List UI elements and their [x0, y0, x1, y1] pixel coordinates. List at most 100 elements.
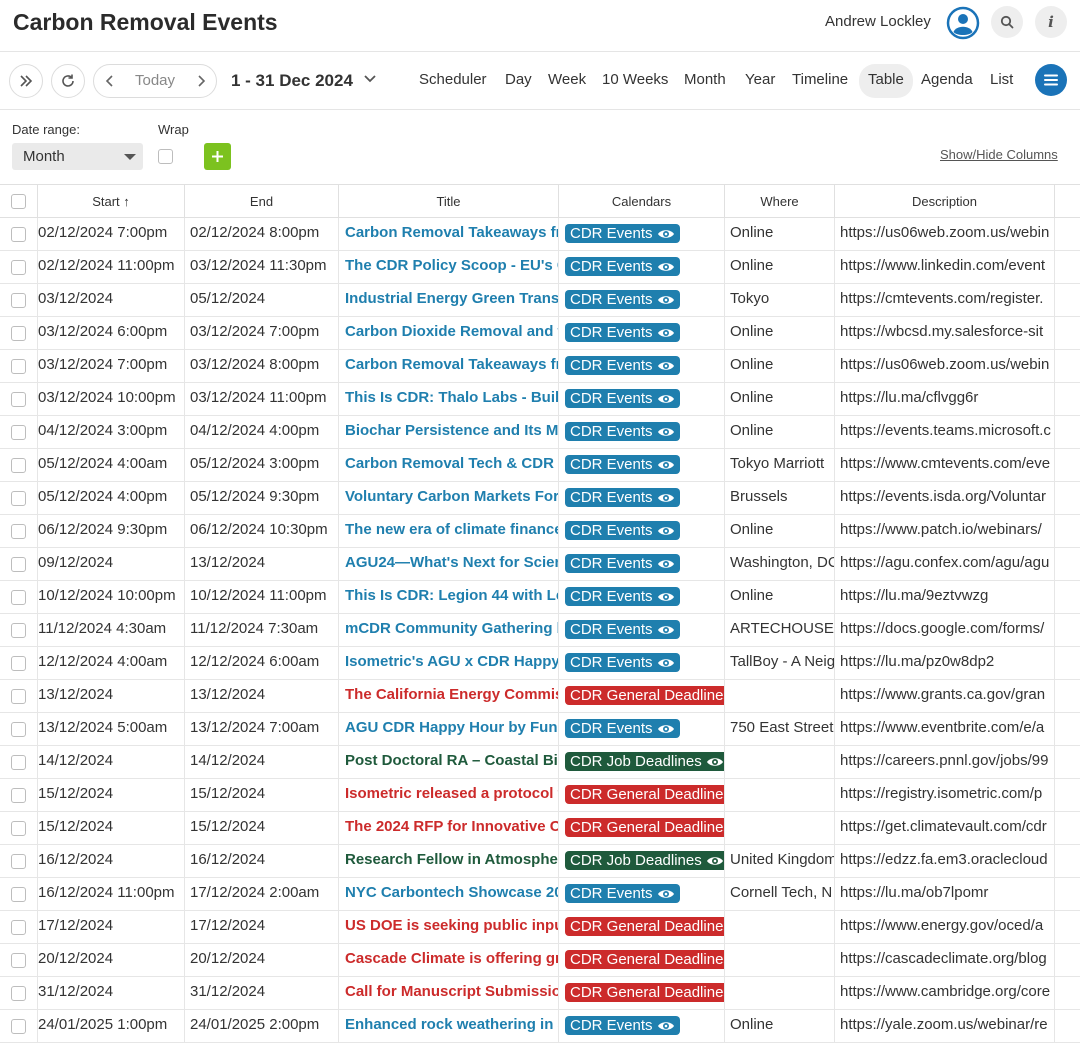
- calendar-badge[interactable]: CDR Events: [565, 488, 680, 507]
- calendar-badge[interactable]: CDR General Deadlines: [565, 686, 724, 705]
- add-event-button[interactable]: [204, 143, 231, 170]
- select-all-checkbox[interactable]: [11, 194, 26, 209]
- row-checkbox[interactable]: [11, 590, 26, 605]
- tab-table[interactable]: Table: [859, 64, 913, 98]
- table-row[interactable]: 14/12/2024 14/12/2024 Post Doctoral RA – C…: [0, 746, 1080, 779]
- row-checkbox[interactable]: [11, 458, 26, 473]
- info-button[interactable]: i: [1035, 6, 1067, 38]
- calendar-badge[interactable]: CDR Events: [565, 224, 680, 243]
- table-row[interactable]: 24/01/2025 1:00pm 24/01/2025 2:00pm Enhanc…: [0, 1010, 1080, 1043]
- tab-day[interactable]: Day: [505, 71, 532, 88]
- row-checkbox[interactable]: [11, 689, 26, 704]
- calendar-badge[interactable]: CDR Job Deadlines: [565, 752, 724, 771]
- calendar-badge[interactable]: CDR Events: [565, 653, 680, 672]
- tab-year[interactable]: Year: [745, 71, 776, 88]
- calendar-badge[interactable]: CDR Events: [565, 554, 680, 573]
- table-row[interactable]: 02/12/2024 11:00pm 03/12/2024 11:30pm The …: [0, 251, 1080, 284]
- column-header-where[interactable]: Where: [725, 185, 835, 218]
- table-row[interactable]: 03/12/2024 7:00pm 03/12/2024 8:00pm Carbon…: [0, 350, 1080, 383]
- event-title-link[interactable]: The CDR Policy Scoop - EU's CF: [345, 257, 559, 274]
- date-range-select[interactable]: Month: [12, 143, 143, 170]
- row-checkbox[interactable]: [11, 821, 26, 836]
- row-checkbox[interactable]: [11, 623, 26, 638]
- expand-sidebar-button[interactable]: [9, 64, 43, 98]
- event-title-link[interactable]: mCDR Community Gathering by: [345, 620, 559, 637]
- event-title-link[interactable]: Research Fellow in Atmospheric: [345, 851, 559, 868]
- table-row[interactable]: 13/12/2024 13/12/2024 The California Energ…: [0, 680, 1080, 713]
- table-row[interactable]: 09/12/2024 13/12/2024 AGU24—What's Next fo…: [0, 548, 1080, 581]
- calendar-badge[interactable]: CDR Events: [565, 290, 680, 309]
- row-checkbox[interactable]: [11, 227, 26, 242]
- column-header-calendars[interactable]: Calendars: [559, 185, 725, 218]
- row-checkbox[interactable]: [11, 425, 26, 440]
- event-title-link[interactable]: Carbon Removal Tech & CDR M: [345, 455, 559, 472]
- table-row[interactable]: 20/12/2024 20/12/2024 Cascade Climate is o…: [0, 944, 1080, 977]
- row-checkbox[interactable]: [11, 260, 26, 275]
- tab-week[interactable]: Week: [548, 71, 587, 88]
- event-title-link[interactable]: The new era of climate finance:: [345, 521, 559, 538]
- row-checkbox[interactable]: [11, 293, 26, 308]
- today-button[interactable]: Today: [135, 72, 176, 89]
- column-header-title[interactable]: Title: [339, 185, 559, 218]
- row-checkbox[interactable]: [11, 854, 26, 869]
- chevron-down-icon[interactable]: [363, 74, 377, 84]
- table-row[interactable]: 11/12/2024 4:30am 11/12/2024 7:30am mCDR C…: [0, 614, 1080, 647]
- calendar-badge[interactable]: CDR General Deadlines: [565, 818, 724, 837]
- table-row[interactable]: 05/12/2024 4:00pm 05/12/2024 9:30pm Volunt…: [0, 482, 1080, 515]
- calendar-badge[interactable]: CDR Events: [565, 719, 680, 738]
- calendar-badge[interactable]: CDR General Deadlines: [565, 785, 724, 804]
- event-title-link[interactable]: Carbon Removal Takeaways fro: [345, 356, 559, 373]
- row-checkbox[interactable]: [11, 491, 26, 506]
- calendar-badge[interactable]: CDR Events: [565, 323, 680, 342]
- event-title-link[interactable]: This Is CDR: Thalo Labs - Buildi: [345, 389, 559, 406]
- event-title-link[interactable]: Call for Manuscript Submission: [345, 983, 559, 1000]
- row-checkbox[interactable]: [11, 524, 26, 539]
- calendar-badge[interactable]: CDR General Deadlines: [565, 983, 724, 1002]
- table-row[interactable]: 06/12/2024 9:30pm 06/12/2024 10:30pm The n…: [0, 515, 1080, 548]
- calendar-badge[interactable]: CDR Events: [565, 422, 680, 441]
- user-name[interactable]: Andrew Lockley: [825, 13, 931, 30]
- calendar-badge[interactable]: CDR Events: [565, 356, 680, 375]
- calendar-badge[interactable]: CDR General Deadlines: [565, 950, 724, 969]
- calendar-badge[interactable]: CDR Events: [565, 257, 680, 276]
- tab-agenda[interactable]: Agenda: [921, 71, 973, 88]
- event-title-link[interactable]: The California Energy Commiss: [345, 686, 559, 703]
- calendar-badge[interactable]: CDR Job Deadlines: [565, 851, 724, 870]
- event-title-link[interactable]: Industrial Energy Green Transit: [345, 290, 559, 307]
- calendar-badge[interactable]: CDR Events: [565, 587, 680, 606]
- calendar-badge[interactable]: CDR Events: [565, 884, 680, 903]
- event-title-link[interactable]: Cascade Climate is offering gra: [345, 950, 559, 967]
- table-row[interactable]: 03/12/2024 10:00pm 03/12/2024 11:00pm This…: [0, 383, 1080, 416]
- event-title-link[interactable]: Enhanced rock weathering in ag: [345, 1016, 559, 1033]
- refresh-button[interactable]: [51, 64, 85, 98]
- table-row[interactable]: 10/12/2024 10:00pm 10/12/2024 11:00pm This…: [0, 581, 1080, 614]
- date-range-title[interactable]: 1 - 31 Dec 2024: [231, 71, 353, 90]
- row-checkbox[interactable]: [11, 326, 26, 341]
- column-header-start[interactable]: Start ↑: [38, 185, 185, 218]
- row-checkbox[interactable]: [11, 920, 26, 935]
- event-title-link[interactable]: AGU CDR Happy Hour by Funga: [345, 719, 559, 736]
- row-checkbox[interactable]: [11, 755, 26, 770]
- event-title-link[interactable]: This Is CDR: Legion 44 with Lei: [345, 587, 559, 604]
- event-title-link[interactable]: Biochar Persistence and Its Me: [345, 422, 559, 439]
- table-row[interactable]: 12/12/2024 4:00am 12/12/2024 6:00am Isomet…: [0, 647, 1080, 680]
- tab-scheduler[interactable]: Scheduler: [419, 71, 487, 88]
- tab-month[interactable]: Month: [684, 71, 726, 88]
- tab-list[interactable]: List: [990, 71, 1014, 88]
- table-row[interactable]: 15/12/2024 15/12/2024 Isometric released a…: [0, 779, 1080, 812]
- table-row[interactable]: 17/12/2024 17/12/2024 US DOE is seeking pu…: [0, 911, 1080, 944]
- calendar-badge[interactable]: CDR General Deadlines: [565, 917, 724, 936]
- event-title-link[interactable]: AGU24—What's Next for Scienc: [345, 554, 559, 571]
- event-title-link[interactable]: US DOE is seeking public input: [345, 917, 559, 934]
- row-checkbox[interactable]: [11, 1019, 26, 1034]
- table-row[interactable]: 05/12/2024 4:00am 05/12/2024 3:00pm Carbon…: [0, 449, 1080, 482]
- event-title-link[interactable]: NYC Carbontech Showcase 20: [345, 884, 559, 901]
- row-checkbox[interactable]: [11, 953, 26, 968]
- calendar-badge[interactable]: CDR Events: [565, 521, 680, 540]
- calendar-badge[interactable]: CDR Events: [565, 1016, 680, 1035]
- column-header-description[interactable]: Description: [835, 185, 1055, 218]
- row-checkbox[interactable]: [11, 359, 26, 374]
- row-checkbox[interactable]: [11, 986, 26, 1001]
- table-row[interactable]: 16/12/2024 16/12/2024 Research Fellow in A…: [0, 845, 1080, 878]
- event-title-link[interactable]: Carbon Dioxide Removal and th: [345, 323, 559, 340]
